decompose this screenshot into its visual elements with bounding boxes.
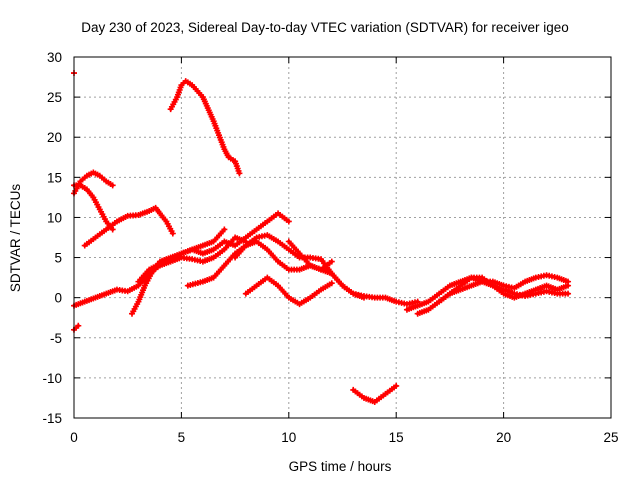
data-point	[236, 170, 243, 177]
series-s13	[350, 382, 400, 405]
chart-title: Day 230 of 2023, Sidereal Day-to-day VTE…	[81, 20, 568, 35]
data-point	[565, 282, 572, 289]
y-tick-label: -5	[50, 331, 62, 346]
series-s16	[436, 274, 572, 305]
x-tick-label: 5	[178, 430, 186, 445]
axis-ticks: 0 5 10 15 20 25 -15 -10 -5 0 5 10 15 20 25 30	[42, 50, 618, 445]
x-tick-label: 20	[496, 430, 511, 445]
series-s5	[81, 204, 176, 249]
x-tick-label: 25	[603, 430, 618, 445]
series-s11	[242, 274, 335, 308]
y-tick-label: -10	[42, 371, 62, 386]
data-point	[565, 290, 572, 297]
data-point	[328, 280, 335, 287]
data-point	[109, 182, 116, 189]
data-point	[75, 322, 82, 329]
x-tick-label: 15	[389, 430, 404, 445]
data-series-layer	[71, 70, 572, 405]
grid-lines	[74, 57, 611, 418]
y-tick-label: 20	[47, 130, 62, 145]
y-tick-label: 5	[54, 251, 62, 266]
y-tick-label: 30	[47, 50, 62, 65]
y-tick-label: -15	[42, 411, 62, 426]
x-axis-label: GPS time / hours	[289, 459, 392, 474]
series-s8	[135, 210, 292, 285]
plot-frame	[73, 56, 612, 419]
data-point	[328, 258, 335, 265]
data-point	[169, 230, 176, 237]
data-point	[285, 218, 292, 225]
y-tick-label: 15	[47, 170, 62, 185]
series-s2	[167, 78, 243, 177]
y-axis-label: SDTVAR / TECUs	[8, 184, 23, 293]
data-point	[393, 382, 400, 389]
x-tick-label: 0	[70, 430, 78, 445]
y-tick-label: 25	[47, 90, 62, 105]
y-tick-label: 0	[54, 291, 62, 306]
y-tick-label: 10	[47, 210, 62, 225]
x-tick-label: 10	[281, 430, 296, 445]
series-s12	[285, 238, 421, 308]
data-point	[221, 226, 228, 233]
